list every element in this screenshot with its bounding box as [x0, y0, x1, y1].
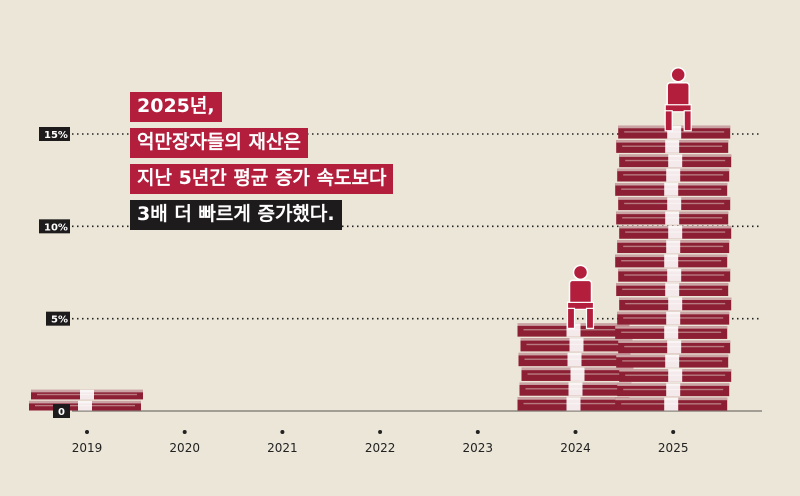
ytick-badge-15 — [39, 127, 70, 141]
bar-2025 — [615, 125, 732, 411]
xtick-label-2024: 2024 — [560, 441, 591, 455]
ytick-label-15: 15% — [44, 130, 68, 141]
xtick-label-2021: 2021 — [267, 441, 298, 455]
xtick-dot-2022 — [378, 430, 383, 434]
xtick-label-2019: 2019 — [72, 441, 103, 455]
xtick-dot-2024 — [573, 430, 578, 434]
bar-2019 — [29, 389, 143, 411]
xtick-label-2020: 2020 — [169, 441, 200, 455]
figure-2025 — [664, 67, 692, 132]
xtick-dot-2023 — [475, 430, 480, 434]
headline-line-3: 지난 5년간 평균 증가 속도보다 — [130, 164, 394, 194]
xtick-dot-2025 — [671, 430, 676, 434]
y-axis: 0 5% 10% 15% — [39, 127, 70, 418]
ytick-label-10: 10% — [44, 222, 68, 233]
headline-line-1: 2025년, — [130, 92, 222, 122]
headline-line-2: 억만장자들의 재산은 — [130, 128, 308, 158]
xtick-label-2022: 2022 — [365, 441, 396, 455]
x-axis: 2019 2020 2021 2022 2023 2024 2025 — [72, 430, 689, 455]
xtick-label-2023: 2023 — [463, 441, 494, 455]
headline: 2025년, 억만장자들의 재산은 지난 5년간 평균 증가 속도보다 3배 더… — [130, 92, 394, 236]
xtick-dot-2021 — [280, 430, 285, 434]
ytick-badge-10 — [39, 219, 70, 234]
bars-layer — [29, 67, 732, 411]
ytick-label-5: 5% — [51, 315, 68, 326]
ytick-label-0: 0 — [58, 407, 65, 418]
xtick-dot-2019 — [85, 430, 89, 434]
ytick-badge-5 — [46, 311, 70, 326]
xtick-dot-2020 — [182, 430, 187, 434]
ytick-badge-0 — [53, 404, 70, 418]
figure-2024 — [566, 264, 595, 329]
bar-2024 — [517, 323, 634, 411]
xtick-label-2025: 2025 — [658, 441, 689, 455]
headline-line-4: 3배 더 빠르게 증가했다. — [130, 200, 342, 230]
